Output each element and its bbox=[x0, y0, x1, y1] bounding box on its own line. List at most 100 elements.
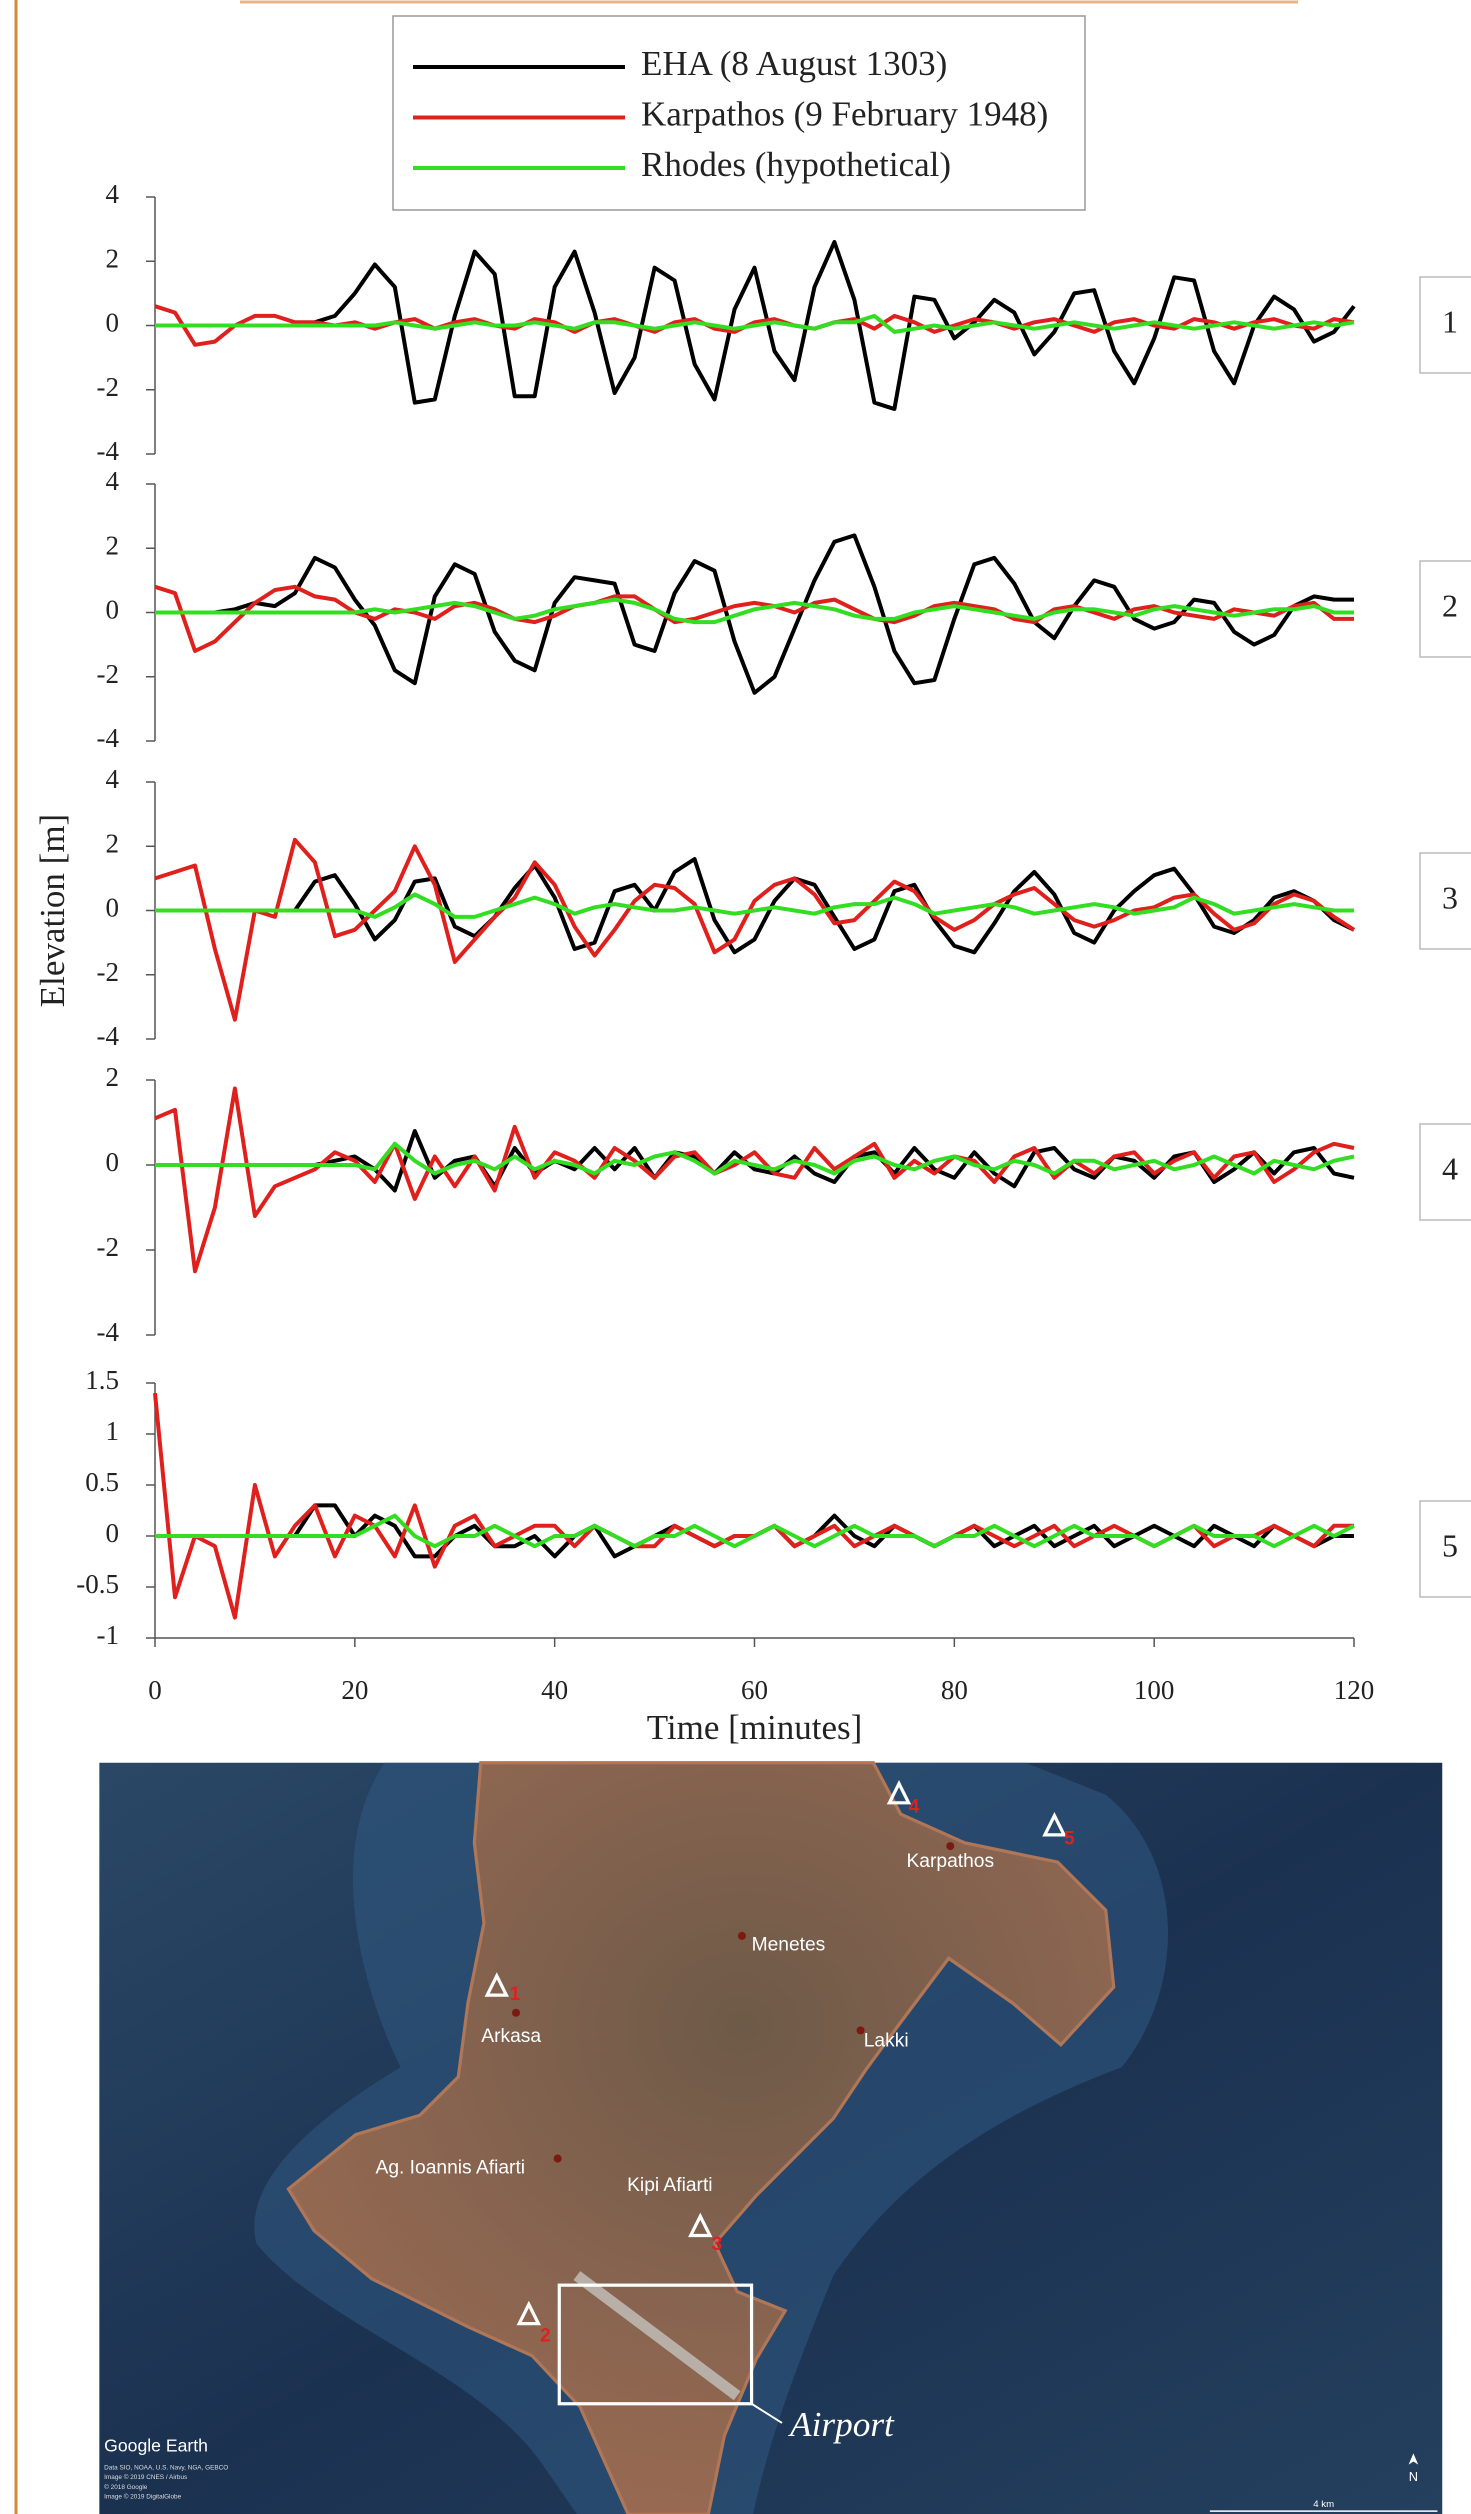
y-tick-label: -2 bbox=[97, 372, 120, 402]
y-tick-label: 2 bbox=[106, 828, 120, 858]
series-line bbox=[154, 584, 1354, 653]
station-marker bbox=[886, 1779, 912, 1805]
place-label: Kipi Afiarti bbox=[627, 2175, 712, 2196]
y-tick-label: 0 bbox=[106, 595, 120, 625]
station-label: 3 bbox=[712, 2234, 723, 2255]
station-label: 2 bbox=[540, 2326, 551, 2347]
series-line bbox=[155, 533, 1354, 695]
airport-leader bbox=[751, 2402, 783, 2424]
series-line bbox=[154, 304, 1355, 347]
x-tick-label: 60 bbox=[741, 1675, 768, 1705]
attribution-line: Image © 2019 CNES / Airbus bbox=[104, 2473, 187, 2481]
series-line bbox=[155, 857, 1355, 955]
series-line bbox=[155, 1513, 1355, 1549]
y-tick-label: 4 bbox=[106, 466, 120, 496]
y-tick-label: -4 bbox=[97, 1317, 120, 1347]
y-tick-label: 1 bbox=[106, 1416, 120, 1446]
place-labels: Karpathos Menetes Arkasa Lakki Ag. Ioann… bbox=[376, 1842, 994, 2196]
series-line bbox=[154, 837, 1356, 1022]
panel-label-box bbox=[1419, 560, 1471, 658]
legend-label: EHA (8 August 1303) bbox=[641, 44, 947, 83]
y-tick-label: 4 bbox=[106, 764, 120, 794]
legend-label: Rhodes (hypothetical) bbox=[641, 145, 951, 184]
airport-label: Airport bbox=[788, 2405, 895, 2444]
panel-label: 3 bbox=[1442, 879, 1458, 915]
station-marker bbox=[688, 2212, 713, 2238]
island bbox=[286, 1761, 1116, 2514]
series-line bbox=[155, 1141, 1355, 1176]
stations: 1 2 3 4 5 bbox=[484, 1779, 1075, 2347]
series-line bbox=[155, 313, 1355, 334]
place-label: Arkasa bbox=[481, 2026, 541, 2047]
series-line bbox=[155, 1129, 1355, 1193]
legend-label: Karpathos (9 February 1948) bbox=[641, 95, 1048, 134]
panel-label: 1 bbox=[1442, 303, 1458, 339]
y-tick-label: -1 bbox=[97, 1620, 120, 1650]
legend-box bbox=[392, 15, 1086, 211]
x-axis-label: Time [minutes] bbox=[647, 1708, 863, 1747]
north-arrow bbox=[1408, 2453, 1419, 2465]
brand: Google Earth bbox=[104, 2436, 208, 2456]
place-label: Lakki bbox=[864, 2031, 909, 2052]
place-label: Karpathos bbox=[906, 1851, 994, 1872]
station-label: 4 bbox=[909, 1797, 920, 1818]
charts: -4 -2 0 2 4 1 -4 -2 0 2 4 2 -4 -2 0 2 4 Elevation [m] 3 -4 -… bbox=[33, 15, 1471, 1747]
station-marker bbox=[516, 2300, 542, 2326]
y-tick-label: 2 bbox=[106, 243, 120, 273]
station-marker bbox=[1042, 1812, 1067, 1837]
attribution-line: © 2018 Google bbox=[104, 2483, 148, 2491]
y-tick-label: 0 bbox=[106, 308, 120, 338]
x-tick-label: 40 bbox=[541, 1675, 568, 1705]
y-tick-label: -4 bbox=[97, 1021, 120, 1051]
y-tick-label: 0 bbox=[106, 1518, 120, 1548]
x-tick-label: 80 bbox=[941, 1675, 968, 1705]
scale-label: 4 km bbox=[1313, 2499, 1334, 2510]
y-tick-label: -4 bbox=[97, 723, 120, 753]
attribution-line: Image © 2019 DigitalGlobe bbox=[104, 2492, 181, 2500]
x-tick-label: 20 bbox=[341, 1675, 368, 1705]
station-marker bbox=[484, 1972, 509, 1997]
y-tick-label: -2 bbox=[97, 1232, 120, 1262]
station-label: 5 bbox=[1064, 1829, 1075, 1850]
series-line bbox=[155, 1503, 1354, 1559]
x-tick-label: 120 bbox=[1334, 1675, 1375, 1705]
station-label: 1 bbox=[510, 1984, 521, 2005]
attribution: Data SIO, NOAA, U.S. Navy, NGA, GEBCO Im… bbox=[104, 2465, 228, 2501]
series-line bbox=[155, 597, 1354, 625]
place-label: Ag. Ioannis Afiarti bbox=[376, 2157, 526, 2178]
series-line bbox=[155, 240, 1356, 411]
y-tick-label: -4 bbox=[97, 436, 120, 466]
y-tick-label: 4 bbox=[106, 179, 120, 209]
place-dot bbox=[511, 2008, 521, 2017]
map: Airport Karpathos Menetes Arkasa Lakki A… bbox=[99, 1761, 1443, 2514]
series-line bbox=[155, 892, 1354, 919]
attribution-line: Data SIO, NOAA, U.S. Navy, NGA, GEBCO bbox=[104, 2465, 228, 2472]
place-label: Menetes bbox=[752, 1935, 826, 1956]
series-line bbox=[154, 1086, 1355, 1274]
place-dot bbox=[946, 1842, 955, 1851]
airport-box bbox=[557, 2283, 754, 2406]
y-tick-label: 2 bbox=[106, 1062, 120, 1092]
y-tick-label: 0 bbox=[106, 1147, 120, 1177]
y-tick-label: 0.5 bbox=[85, 1467, 119, 1497]
panel-label-box bbox=[1419, 1500, 1471, 1598]
x-tick-label: 100 bbox=[1134, 1675, 1175, 1705]
panel-label-box bbox=[1419, 1123, 1471, 1221]
panel-label: 4 bbox=[1442, 1150, 1458, 1186]
y-tick-label: -2 bbox=[97, 957, 120, 987]
runway bbox=[573, 2271, 741, 2401]
panel-label-box bbox=[1419, 276, 1471, 374]
place-dot bbox=[553, 2154, 562, 2163]
y-tick-label: 1.5 bbox=[85, 1365, 119, 1395]
y-axis-label: Elevation [m] bbox=[33, 814, 72, 1007]
place-dot bbox=[856, 2026, 865, 2035]
y-tick-label: 0 bbox=[106, 893, 120, 923]
place-dot bbox=[737, 1931, 746, 1940]
north-label: N bbox=[1409, 2469, 1418, 2484]
x-tick-label: 0 bbox=[148, 1675, 162, 1705]
y-tick-label: -0.5 bbox=[76, 1569, 119, 1599]
panel-label: 2 bbox=[1442, 587, 1458, 623]
panel-label: 5 bbox=[1442, 1527, 1458, 1563]
